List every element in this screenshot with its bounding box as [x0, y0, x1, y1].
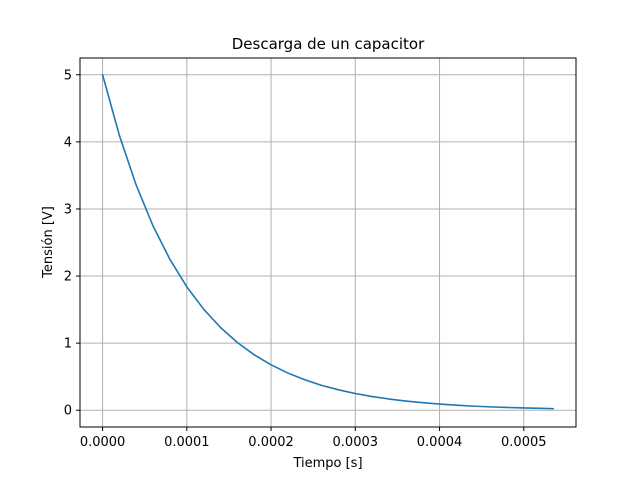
y-axis-label: Tensión [V]: [41, 206, 56, 279]
y-tick-label: 3: [64, 202, 72, 217]
x-tick-label: 0.0002: [248, 435, 294, 450]
x-tick-label: 0.0004: [417, 435, 463, 450]
series-line: [101, 73, 555, 410]
plot-area: 0.0000 0.0001 0.0002 0.0003 0.0004 0.0005 0 1 2…: [64, 57, 577, 450]
y-axis-ticks: 0 1 2 3 4 5: [64, 68, 80, 419]
y-tick-label: 5: [64, 68, 72, 83]
x-tick-label: 0.0003: [333, 435, 379, 450]
x-tick-label: 0.0001: [164, 435, 210, 450]
grid: [80, 58, 576, 427]
x-axis-label: Tiempo [s]: [292, 456, 362, 471]
axes-frame: [79, 57, 577, 428]
y-tick-label: 0: [64, 404, 72, 419]
series-layer: [101, 73, 555, 410]
y-tick-label: 1: [64, 337, 72, 352]
y-tick-label: 2: [64, 270, 72, 285]
x-tick-label: 0.0005: [501, 435, 547, 450]
axes-background: [80, 58, 576, 427]
x-tick-label: 0.0000: [80, 435, 126, 450]
x-axis-ticks: 0.0000 0.0001 0.0002 0.0003 0.0004 0.0005: [80, 427, 547, 450]
y-tick-label: 4: [64, 135, 72, 150]
chart-title: Descarga de un capacitor: [232, 35, 425, 53]
